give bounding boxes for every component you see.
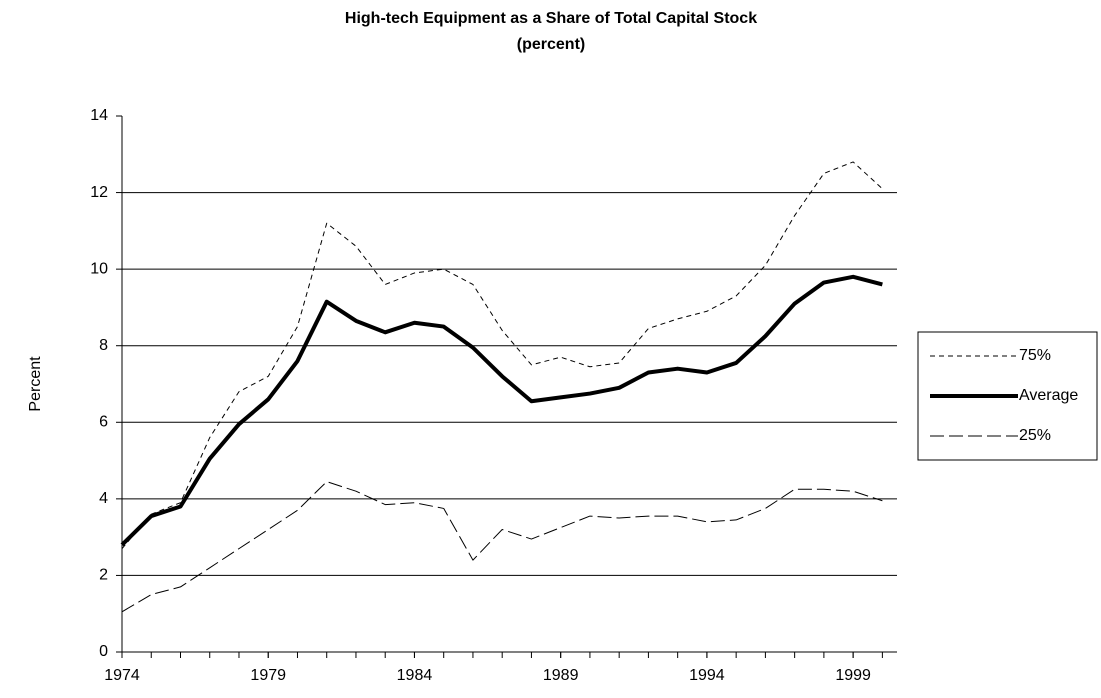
y-tick-label: 12 — [90, 184, 108, 201]
x-tick-label: 1984 — [397, 667, 433, 684]
x-tick-label: 1999 — [835, 667, 871, 684]
y-tick-label: 8 — [99, 337, 108, 354]
y-tick-label: 6 — [99, 414, 108, 431]
y-axis-label: Percent — [27, 356, 44, 412]
legend-label: 25% — [1019, 427, 1051, 444]
x-tick-label: 1994 — [689, 667, 725, 684]
legend-label: 75% — [1019, 347, 1051, 364]
x-tick-label: 1974 — [104, 667, 140, 684]
series-line — [121, 161, 883, 549]
x-tick-label: 1989 — [543, 667, 579, 684]
x-tick-label: 1979 — [250, 667, 286, 684]
y-tick-label: 2 — [99, 567, 108, 584]
legend-label: Average — [1019, 387, 1078, 404]
y-tick-label: 10 — [90, 260, 108, 277]
y-tick-label: 14 — [90, 107, 108, 124]
series-line — [121, 481, 883, 613]
series-line — [120, 274, 883, 547]
chart-title: High-tech Equipment as a Share of Total … — [345, 10, 757, 27]
y-tick-label: 0 — [99, 643, 108, 660]
chart-subtitle: (percent) — [517, 36, 585, 53]
y-tick-label: 4 — [99, 490, 108, 507]
